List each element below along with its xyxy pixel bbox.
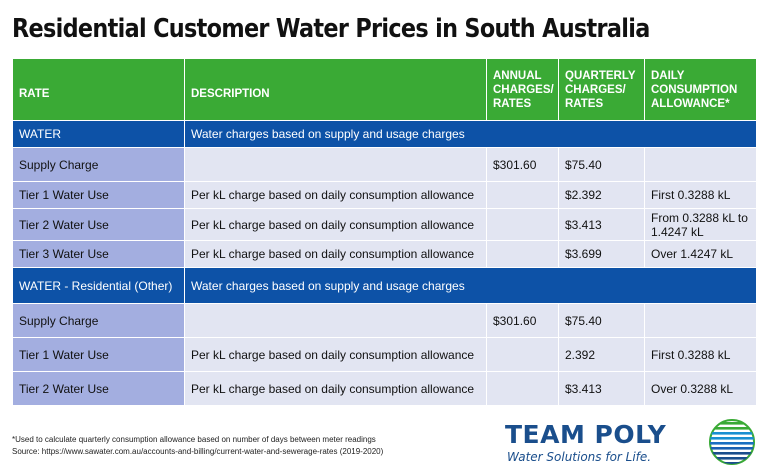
rate-cell: Tier 3 Water Use xyxy=(12,240,185,268)
rate-cell: Tier 2 Water Use xyxy=(12,208,185,241)
allowance-cell: Over 1.4247 kL xyxy=(644,240,757,268)
footnote-note: *Used to calculate quarterly consumption… xyxy=(12,435,376,444)
header-quarterly-line: QUARTERLY xyxy=(565,69,636,82)
annual-cell: $301.60 xyxy=(486,303,559,338)
header-quarterly-line: RATES xyxy=(565,97,604,110)
header-annual: ANNUAL CHARGES/ RATES xyxy=(486,58,559,121)
table-row: Supply Charge $301.60 $75.40 xyxy=(12,147,757,182)
section-description: Water charges based on supply and usage … xyxy=(184,267,757,304)
table-header-row: RATE DESCRIPTION ANNUAL CHARGES/ RATES Q… xyxy=(12,58,757,121)
table-row: Tier 1 Water Use Per kL charge based on … xyxy=(12,181,757,209)
quarterly-cell: $75.40 xyxy=(558,147,645,182)
rate-cell: Supply Charge xyxy=(12,303,185,338)
annual-cell xyxy=(486,371,559,406)
description-cell: Per kL charge based on daily consumption… xyxy=(184,337,487,372)
header-annual-line: RATES xyxy=(493,97,532,110)
description-cell: Per kL charge based on daily consumption… xyxy=(184,371,487,406)
team-poly-logo: TEAM POLY Water Solutions for Life. xyxy=(505,419,760,470)
section-name: WATER xyxy=(12,120,185,148)
description-cell: Per kL charge based on daily consumption… xyxy=(184,208,487,241)
annual-cell xyxy=(486,337,559,372)
quarterly-cell: $3.413 xyxy=(558,208,645,241)
footnote-source: Source: https://www.sawater.com.au/accou… xyxy=(12,447,384,456)
rate-cell: Tier 1 Water Use xyxy=(12,181,185,209)
section-name: WATER - Residential (Other) xyxy=(12,267,185,304)
description-cell: Per kL charge based on daily consumption… xyxy=(184,181,487,209)
allowance-cell xyxy=(644,303,757,338)
annual-cell xyxy=(486,240,559,268)
annual-cell xyxy=(486,208,559,241)
page-title: Residential Customer Water Prices in Sou… xyxy=(12,14,650,44)
annual-cell xyxy=(486,181,559,209)
rate-cell: Supply Charge xyxy=(12,147,185,182)
description-cell: Per kL charge based on daily consumption… xyxy=(184,240,487,268)
header-rate: RATE xyxy=(12,58,185,121)
logo-name: TEAM POLY xyxy=(505,420,667,449)
quarterly-cell: $75.40 xyxy=(558,303,645,338)
header-daily-line: DAILY xyxy=(651,69,685,82)
quarterly-cell: $2.392 xyxy=(558,181,645,209)
quarterly-cell: 2.392 xyxy=(558,337,645,372)
table-row: Tier 3 Water Use Per kL charge based on … xyxy=(12,240,757,268)
header-daily-line: ALLOWANCE* xyxy=(651,97,730,110)
header-quarterly: QUARTERLY CHARGES/ RATES xyxy=(558,58,645,121)
allowance-cell xyxy=(644,147,757,182)
header-annual-line: CHARGES/ xyxy=(493,83,554,96)
price-table: RATE DESCRIPTION ANNUAL CHARGES/ RATES Q… xyxy=(12,58,757,406)
description-cell xyxy=(184,303,487,338)
header-annual-line: ANNUAL xyxy=(493,69,542,82)
description-cell xyxy=(184,147,487,182)
table-row: Tier 2 Water Use Per kL charge based on … xyxy=(12,208,757,241)
allowance-cell: From 0.3288 kL to 1.4247 kL xyxy=(644,208,757,241)
section-row-water: WATER Water charges based on supply and … xyxy=(12,120,757,148)
section-description: Water charges based on supply and usage … xyxy=(184,120,757,148)
header-daily-allowance: DAILY CONSUMPTION ALLOWANCE* xyxy=(644,58,757,121)
header-daily-line: CONSUMPTION xyxy=(651,83,738,96)
annual-cell: $301.60 xyxy=(486,147,559,182)
rate-cell: Tier 1 Water Use xyxy=(12,337,185,372)
allowance-cell: Over 0.3288 kL xyxy=(644,371,757,406)
logo-tagline: Water Solutions for Life. xyxy=(507,450,652,464)
table-row: Supply Charge $301.60 $75.40 xyxy=(12,303,757,338)
quarterly-cell: $3.699 xyxy=(558,240,645,268)
quarterly-cell: $3.413 xyxy=(558,371,645,406)
header-quarterly-line: CHARGES/ xyxy=(565,83,626,96)
rate-cell: Tier 2 Water Use xyxy=(12,371,185,406)
header-description: DESCRIPTION xyxy=(184,58,487,121)
allowance-cell: First 0.3288 kL xyxy=(644,337,757,372)
table-row: Tier 1 Water Use Per kL charge based on … xyxy=(12,337,757,372)
footnote: *Used to calculate quarterly consumption… xyxy=(12,434,383,458)
allowance-cell: First 0.3288 kL xyxy=(644,181,757,209)
table-row: Tier 2 Water Use Per kL charge based on … xyxy=(12,371,757,406)
water-tank-icon xyxy=(709,419,755,465)
section-row-water-residential-other: WATER - Residential (Other) Water charge… xyxy=(12,267,757,304)
